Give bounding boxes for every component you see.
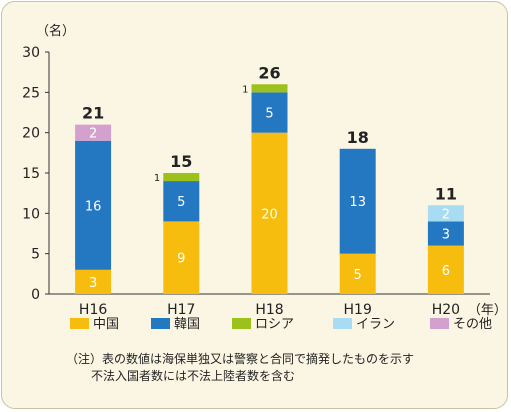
segment-value-label: 2 [89,127,97,142]
y-tick-label: 0 [31,287,40,303]
bar-segment-H19-0 [339,253,376,294]
x-axis-unit-label: （年） [468,303,507,318]
stacked-bar-chart: 051015202530316221H1695115H17205126H1851… [22,45,507,332]
bar-total-label: 21 [82,104,104,123]
x-tick-label: H16 [79,302,107,318]
segment-value-label: 5 [265,107,273,122]
y-tick-label: 30 [22,45,40,61]
segment-value-label: 1 [154,173,160,184]
bar-segment-H20-1 [427,221,464,246]
segment-value-label: 16 [85,199,102,214]
bar-segment-H18-0 [251,132,288,294]
legend-label: イラン [356,317,395,332]
legend-label: ロシア [255,317,294,332]
segment-value-label: 1 [242,84,248,95]
segment-value-label: 3 [89,276,97,291]
y-tick-label: 10 [22,206,40,222]
bar-segment-H18-2 [251,84,288,93]
bar-segment-H20-3 [427,205,464,222]
y-tick-label: 15 [22,166,40,182]
bar-segment-H17-2 [163,173,200,182]
legend-swatch [70,318,89,329]
footnote-line-1: （注）表の数値は海保単独又は警察と合同で摘発したものを示す [66,352,415,366]
legend-swatch [232,318,251,329]
y-tick-label: 25 [22,85,40,101]
bar-segment-H19-1 [339,148,376,254]
legend-label: 韓国 [174,317,200,332]
footnote-line-2: 不法入国者数には不法上陸者数を含む [91,369,296,383]
bar-segment-H17-1 [163,181,200,222]
bar-segment-H16-1 [75,140,112,270]
legend-label: その他 [453,317,492,332]
bar-total-label: 18 [347,128,369,147]
segment-value-label: 2 [442,207,450,222]
bar-total-label: 26 [258,63,280,82]
legend-swatch [333,318,352,329]
x-tick-label: H18 [255,302,283,318]
y-tick-label: 20 [22,126,40,142]
segment-value-label: 6 [442,264,450,279]
segment-value-label: 5 [354,268,362,283]
bar-segment-H20-0 [427,245,464,294]
bar-segment-H18-1 [251,92,288,133]
segment-value-label: 3 [442,228,450,243]
x-tick-label: H20 [432,302,460,318]
segment-value-label: 5 [177,195,185,210]
segment-value-label: 9 [177,252,185,267]
bar-segment-H16-4 [75,124,112,141]
x-tick-label: H19 [344,302,372,318]
bar-segment-H17-0 [163,221,200,294]
segment-value-label: 20 [261,207,278,222]
bar-segment-H16-0 [75,269,112,294]
segment-value-label: 13 [349,195,366,210]
legend-label: 中国 [93,317,119,332]
x-tick-label: H17 [167,302,195,318]
legend-swatch [151,318,170,329]
bar-total-label: 11 [435,184,457,203]
legend-swatch [430,318,449,329]
y-axis-unit-label: （名） [36,24,76,39]
bar-total-label: 15 [170,152,192,171]
y-tick-label: 5 [31,247,40,263]
